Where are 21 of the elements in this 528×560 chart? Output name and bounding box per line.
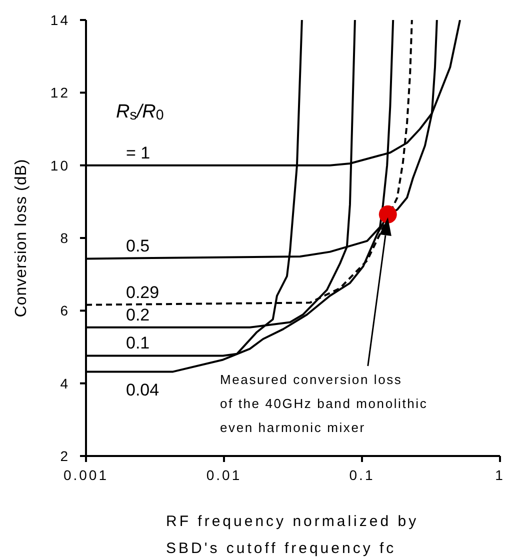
series-label: 0.1 <box>126 334 150 353</box>
x-tick-label: 1 <box>495 466 505 483</box>
y-tick-label: 4 <box>60 375 70 392</box>
y-tick-label: 8 <box>60 230 70 246</box>
y-tick-label: 2 <box>60 448 70 464</box>
y-tick-label: 12 <box>50 84 70 101</box>
annotation: Measured conversion loss of the 40GHz band monolithic even harmonic mixer <box>220 372 428 435</box>
x-tick-label: 0.01 <box>206 466 242 483</box>
series-label: 0.04 <box>126 380 160 400</box>
annotation: R$_{s}$/R$_{0}$ <box>116 101 164 124</box>
x-axis-title: RF frequency normalized by SBD's cutoff frequency fc <box>166 513 419 557</box>
series-label: 0.5 <box>126 236 150 256</box>
y-axis-title: Conversion loss (dB) <box>13 158 30 318</box>
y-tick-label: 14 <box>50 12 70 28</box>
x-tick-label: 0.1 <box>349 466 375 483</box>
series-label: 0.2 <box>126 305 150 324</box>
y-tick-label: 6 <box>60 302 70 319</box>
y-tick-label: 10 <box>50 157 70 174</box>
x-tick-label: 0.001 <box>63 466 109 483</box>
series-label: 0.29 <box>126 282 160 302</box>
series-label: = 1 <box>126 143 150 162</box>
